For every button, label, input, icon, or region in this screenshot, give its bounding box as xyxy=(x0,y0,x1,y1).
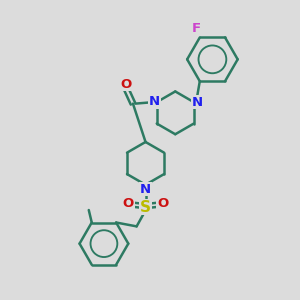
Text: F: F xyxy=(192,22,201,35)
Text: S: S xyxy=(140,200,151,214)
Text: N: N xyxy=(140,183,151,196)
Text: O: O xyxy=(121,77,132,91)
Text: N: N xyxy=(192,96,203,109)
Text: N: N xyxy=(149,95,160,108)
Text: O: O xyxy=(157,197,168,210)
Text: O: O xyxy=(123,197,134,210)
